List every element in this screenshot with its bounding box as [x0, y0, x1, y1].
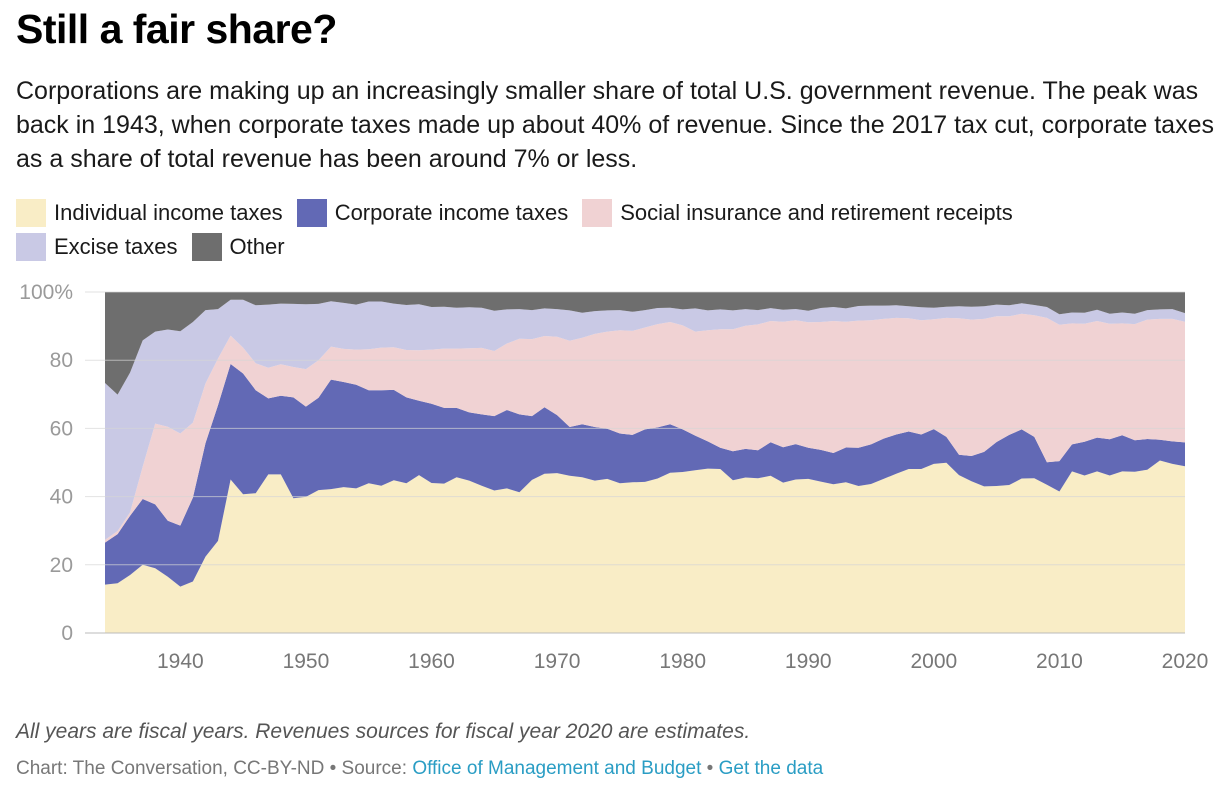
legend-item-corporate[interactable]: Corporate income taxes — [296, 199, 569, 227]
y-tick-label: 40 — [50, 486, 73, 509]
legend-label-other: Other — [229, 234, 285, 259]
chart-note: All years are fiscal years. Revenues sou… — [16, 720, 751, 743]
x-tick-label: 1960 — [408, 650, 455, 673]
stacked-area-chart: 0 20 40 60 80 100% 1940 1950 1960 1970 1980 1990 200… — [19, 281, 1209, 673]
chart-subtitle: Corporations are making up an increasing… — [16, 77, 1214, 173]
x-tick-label: 2020 — [1162, 650, 1209, 673]
legend-row: Individual income taxes Corporate income… — [16, 196, 1216, 230]
area-series-0 — [105, 460, 1185, 633]
y-tick-label: 80 — [50, 349, 73, 372]
credit-separator: • — [701, 758, 719, 779]
x-tick-label: 1990 — [785, 650, 832, 673]
x-tick-label: 1950 — [283, 650, 330, 673]
x-tick-label: 1980 — [659, 650, 706, 673]
x-tick-label: 1940 — [157, 650, 204, 673]
y-tick-label: 100% — [19, 281, 73, 304]
area-series-3 — [105, 299, 1185, 540]
x-tick-label: 2000 — [910, 650, 957, 673]
y-tick-label: 60 — [50, 417, 73, 440]
legend-swatch-excise — [16, 233, 46, 261]
x-tick-label: 1970 — [534, 650, 581, 673]
legend-item-social[interactable]: Social insurance and retirement receipts — [582, 199, 1013, 227]
area-series-1 — [105, 364, 1185, 587]
legend-item-individual[interactable]: Individual income taxes — [16, 199, 283, 227]
get-data-link[interactable]: Get the data — [718, 758, 824, 779]
x-tick-label: 2010 — [1036, 650, 1083, 673]
credit-text: Chart: The Conversation, CC-BY-ND • Sour… — [16, 758, 413, 779]
legend-swatch-other — [191, 233, 222, 261]
legend-row: Excise taxes Other — [16, 230, 1216, 264]
source-link[interactable]: Office of Management and Budget — [412, 758, 702, 779]
legend-label-corporate: Corporate income taxes — [334, 200, 569, 225]
legend-item-other[interactable]: Other — [191, 233, 285, 261]
legend-label-individual: Individual income taxes — [54, 200, 283, 225]
legend-label-excise: Excise taxes — [54, 234, 178, 259]
chart-credit: Chart: The Conversation, CC-BY-ND • Sour… — [16, 758, 823, 780]
legend-swatch-social — [582, 199, 613, 227]
legend-swatch-corporate — [296, 199, 327, 227]
y-tick-label: 20 — [50, 554, 73, 577]
legend-swatch-individual — [16, 199, 46, 227]
chart-legend: Individual income taxes Corporate income… — [16, 196, 1216, 264]
legend-item-excise[interactable]: Excise taxes — [16, 233, 178, 261]
y-tick-label: 0 — [61, 622, 73, 645]
area-series-4 — [105, 292, 1185, 395]
legend-label-social: Social insurance and retirement receipts — [620, 200, 1013, 225]
chart-title: Still a fair share? — [16, 6, 337, 52]
